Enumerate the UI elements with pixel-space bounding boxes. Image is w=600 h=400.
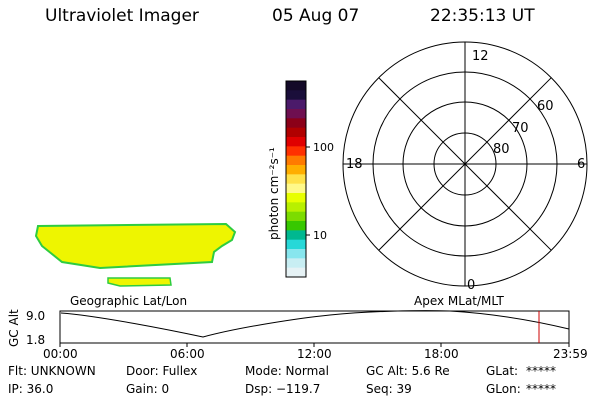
sequence-number: Seq: 39 [366, 382, 412, 396]
orbit-altitude-plot [59, 310, 570, 347]
orbit-xtick: 00:00 [43, 347, 78, 361]
orbit-xtick: 18:00 [424, 347, 459, 361]
colorbar-band [286, 174, 306, 185]
colorbar-band [286, 221, 306, 231]
mlat-label-60: 60 [537, 99, 554, 114]
colorbar-band [286, 81, 306, 91]
orbit-ytick: 1.8 [26, 333, 45, 347]
observation-time: 22:35:13 UT [430, 6, 535, 26]
orbit-xtick: 12:00 [297, 347, 332, 361]
flight-status: Flt: UNKNOWN [8, 364, 96, 378]
colorbar-band [286, 155, 306, 166]
geographic-caption: Geographic Lat/Lon [70, 294, 187, 308]
mlt-label-6: 6 [577, 157, 585, 172]
colorbar-tick-label: 100 [313, 141, 334, 154]
colorbar-band [286, 183, 306, 194]
glon-label: GLon: [486, 382, 521, 396]
colorbar-band [286, 99, 306, 110]
colorbar-band [286, 118, 306, 129]
colorbar-band [286, 127, 306, 138]
colorbar-band [286, 230, 306, 241]
door-status: Door: Fullex [126, 364, 198, 378]
mlt-label-12: 12 [472, 49, 489, 64]
colorbar-band [286, 193, 306, 203]
colorbar-band [286, 202, 306, 213]
mlt-label-0: 0 [467, 278, 475, 293]
orbit-ylabel: GC Alt [7, 309, 21, 347]
dsp-value: Dsp: −119.7 [245, 382, 321, 396]
colorbar-band [286, 90, 306, 101]
colorbar-band [286, 239, 306, 250]
instrument-title: Ultraviolet Imager [45, 6, 199, 26]
apex-caption: Apex MLat/MLT [414, 294, 504, 308]
colorbar [286, 81, 306, 278]
gc-altitude: GC Alt: 5.6 Re [366, 364, 450, 378]
mlat-label-80: 80 [493, 142, 510, 157]
mode-status: Mode: Normal [245, 364, 329, 378]
mlt-label-18: 18 [346, 157, 363, 172]
colorbar-unit-label: photon cm⁻²s⁻¹ [267, 147, 281, 240]
glat-label: GLat: [486, 364, 519, 378]
ip-value: IP: 36.0 [8, 382, 54, 396]
mlat-label-70: 70 [512, 121, 529, 136]
colorbar-frame [285, 80, 307, 278]
polar-grid [342, 41, 588, 287]
glat-value: ***** [526, 364, 556, 378]
colorbar-tick-label: 10 [313, 229, 327, 242]
colorbar-band [286, 137, 306, 147]
colorbar-band [286, 165, 306, 175]
geographic-image [34, 222, 237, 287]
glon-value: ***** [526, 382, 556, 396]
colorbar-band [286, 267, 306, 278]
colorbar-band [286, 109, 306, 119]
colorbar-band [286, 249, 306, 259]
colorbar-band [286, 211, 306, 222]
observation-date: 05 Aug 07 [272, 6, 360, 26]
orbit-xtick: 06:00 [170, 347, 205, 361]
gain-value: Gain: 0 [126, 382, 170, 396]
colorbar-band [286, 258, 306, 269]
orbit-xtick: 23:59 [553, 347, 588, 361]
orbit-ytick: 9.0 [26, 309, 45, 323]
colorbar-band [286, 146, 306, 157]
